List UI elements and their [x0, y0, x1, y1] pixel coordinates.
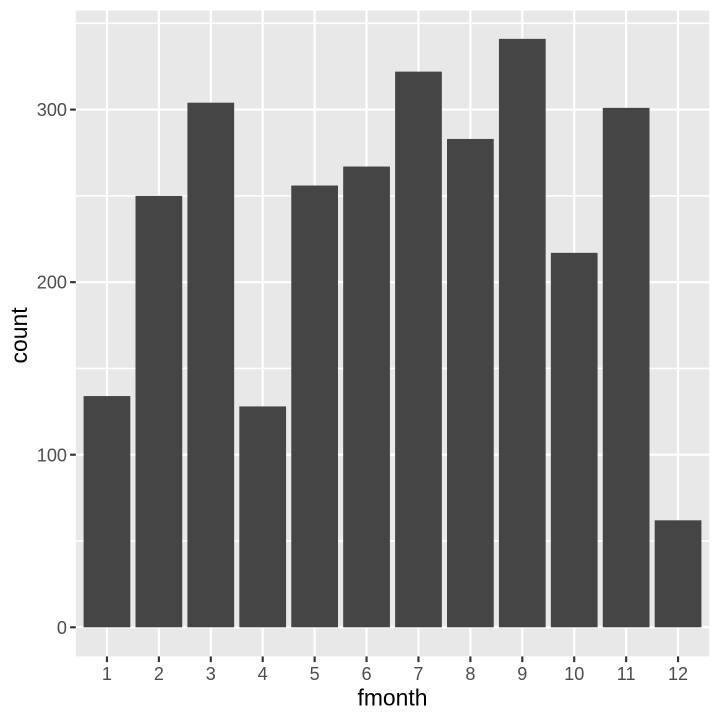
svg-text:5: 5: [310, 664, 320, 684]
svg-text:6: 6: [362, 664, 372, 684]
svg-text:count: count: [6, 307, 32, 364]
svg-text:1: 1: [102, 664, 112, 684]
svg-text:0: 0: [57, 618, 67, 638]
svg-text:11: 11: [617, 664, 636, 684]
svg-text:2: 2: [154, 664, 164, 684]
svg-text:7: 7: [413, 664, 423, 684]
svg-text:9: 9: [517, 664, 527, 684]
svg-text:10: 10: [564, 664, 584, 684]
svg-text:4: 4: [258, 664, 268, 684]
svg-text:300: 300: [37, 100, 67, 120]
svg-text:12: 12: [668, 664, 688, 684]
svg-text:fmonth: fmonth: [358, 684, 428, 710]
svg-text:8: 8: [465, 664, 475, 684]
svg-text:3: 3: [206, 664, 216, 684]
svg-text:100: 100: [37, 445, 67, 465]
svg-text:200: 200: [37, 273, 67, 293]
